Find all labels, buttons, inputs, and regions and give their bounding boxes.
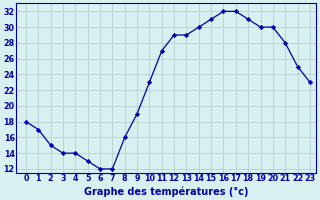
X-axis label: Graphe des températures (°c): Graphe des températures (°c)	[84, 186, 248, 197]
